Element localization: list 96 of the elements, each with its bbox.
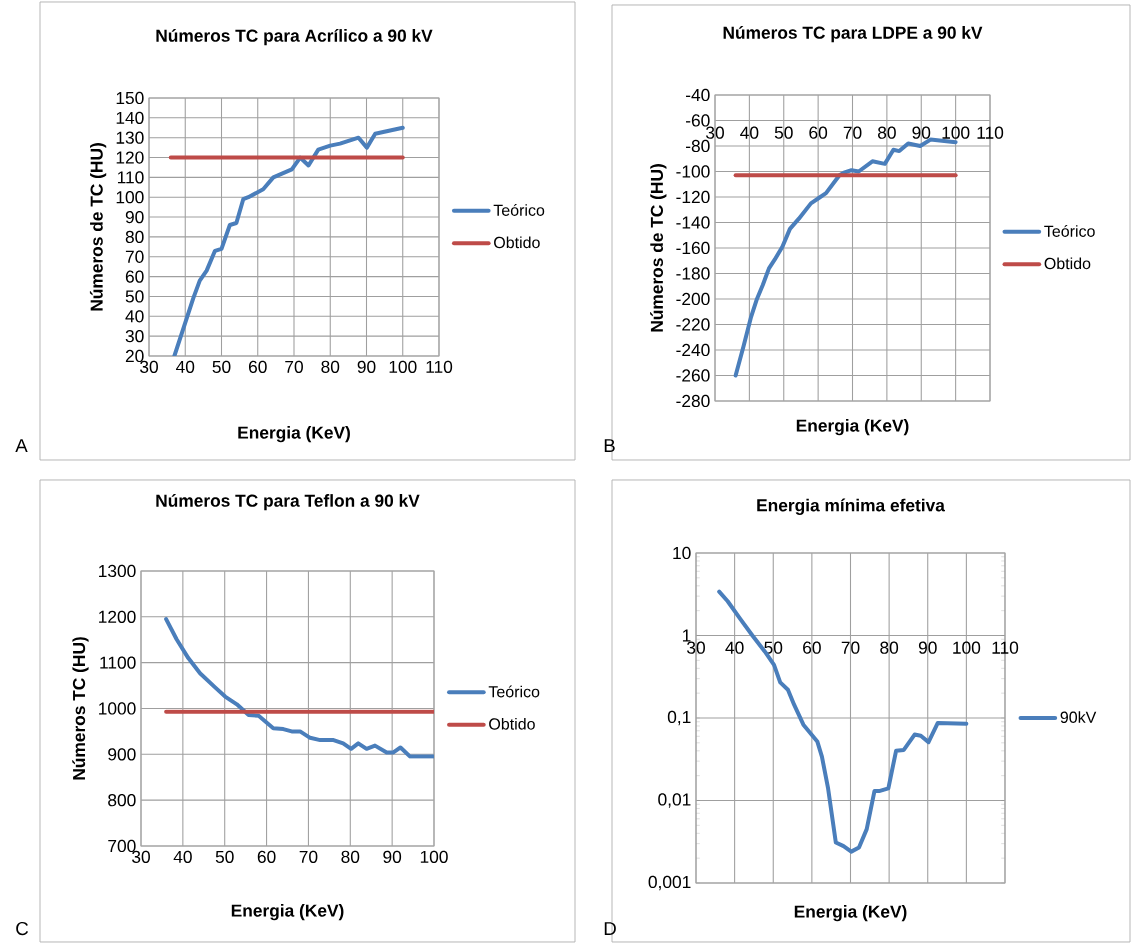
y-tick-label: 30: [125, 330, 144, 343]
y-tick-label: 1100: [100, 656, 136, 669]
x-tick-label: 40: [176, 360, 195, 373]
x-tick-label: 80: [321, 360, 340, 373]
legend-label: Obtido: [1044, 257, 1091, 270]
y-axis-title: Números de TC (HU): [89, 143, 107, 311]
y-tick-label: 0,001: [648, 875, 691, 891]
line-series: [164, 617, 434, 759]
y-tick-label: 0,01: [658, 793, 691, 808]
y-axis-title: Números de TC (HU): [650, 164, 667, 332]
y-tick-label: 50: [125, 290, 144, 303]
y-tick-label: 10: [673, 546, 691, 560]
y-tick-label: 700: [108, 839, 136, 853]
x-tick-label: 90: [383, 850, 402, 863]
x-axis-title: Energia (KeV): [796, 419, 909, 436]
legend-label: Teórico: [493, 203, 545, 216]
y-tick-label: 40: [125, 310, 144, 323]
y-tick-label: -140: [676, 216, 710, 229]
y-tick-label: 70: [125, 250, 144, 263]
y-tick-label: -100: [676, 165, 710, 178]
text: C: [16, 921, 29, 936]
x-tick-label: 40: [173, 850, 192, 863]
x-tick-label: 60: [248, 360, 267, 373]
y-tick-label: 1200: [99, 610, 136, 623]
chart-title: Energia mínima efetiva: [757, 498, 945, 515]
x-tick-label: 30: [706, 126, 724, 139]
text: D: [604, 922, 616, 935]
y-tick-label: 1000: [99, 702, 136, 715]
y-tick-label: 80: [125, 230, 144, 244]
x-tick-label: 100: [389, 360, 417, 373]
chart-title: Números TC para Acrílico a 90 kV: [156, 28, 433, 46]
y-tick-label: -60: [686, 114, 710, 127]
y-tick-label: 60: [125, 270, 144, 283]
x-tick-label: 110: [977, 126, 1004, 139]
text: B: [604, 439, 615, 452]
text: A: [15, 439, 28, 452]
chart-title: Números TC para Teflon a 90 kV: [156, 493, 420, 511]
y-tick-label: 100: [116, 191, 144, 204]
x-axis-title: Energia (KeV): [231, 904, 344, 921]
y-tick-label: 150: [116, 91, 144, 105]
x-tick-label: 100: [420, 850, 448, 863]
x-tick-label: 60: [809, 126, 828, 139]
y-tick-label: -260: [676, 369, 710, 382]
x-tick-label: 70: [299, 850, 318, 863]
y-tick-label: 120: [116, 151, 144, 164]
y-tick-label: 1300: [99, 564, 136, 578]
y-tick-label: 0,1: [667, 710, 691, 726]
x-tick-label: 90: [918, 641, 937, 654]
y-tick-label: 110: [117, 171, 144, 184]
x-tick-label: 80: [880, 641, 899, 654]
x-tick-label: 100: [953, 641, 981, 654]
x-tick-label: 70: [843, 126, 862, 139]
y-tick-label: 140: [116, 111, 144, 124]
y-tick-label: -280: [676, 394, 710, 408]
y-tick-label: 130: [116, 131, 144, 144]
x-axis-title: Energia (KeV): [238, 426, 350, 443]
y-tick-label: -180: [676, 267, 710, 280]
x-tick-label: 50: [215, 850, 234, 863]
y-tick-label: 90: [125, 210, 144, 224]
y-tick-label: -80: [686, 139, 710, 153]
legend-label: Obtido: [489, 717, 535, 730]
legend-label: Teórico: [1044, 224, 1095, 237]
y-tick-label: -220: [676, 318, 710, 331]
y-axis-title: Números TC (HU): [72, 637, 89, 780]
y-tick-label: -200: [676, 292, 710, 306]
y-tick-label: -40: [686, 88, 710, 102]
x-tick-label: 70: [285, 360, 303, 373]
x-axis-title: Energia (KeV): [794, 905, 907, 922]
legend-label: Teórico: [488, 685, 540, 698]
x-tick-label: 80: [341, 850, 360, 863]
y-tick-label: -120: [676, 190, 710, 204]
x-tick-label: 40: [740, 126, 759, 139]
x-tick-label: 50: [774, 126, 793, 139]
legend-label: 90kV: [1060, 711, 1097, 723]
x-tick-label: 50: [212, 360, 231, 373]
x-tick-label: 40: [725, 641, 744, 654]
y-tick-label: 1: [682, 629, 691, 642]
chart-title: Números TC para LDPE a 90 kV: [723, 25, 983, 43]
x-tick-label: 110: [426, 360, 453, 373]
x-tick-label: 100: [942, 126, 970, 139]
x-tick-label: 80: [877, 126, 896, 139]
x-tick-label: 90: [912, 126, 931, 139]
x-tick-label: 30: [140, 360, 158, 373]
y-tick-label: 20: [125, 349, 144, 363]
x-tick-label: 60: [803, 641, 821, 654]
line-series: [733, 137, 958, 378]
x-tick-label: 60: [257, 850, 276, 863]
legend-label: Obtido: [494, 236, 540, 249]
x-tick-label: 90: [357, 360, 376, 373]
y-tick-label: -240: [676, 343, 710, 357]
y-tick-label: -160: [676, 241, 710, 255]
x-tick-label: 110: [992, 641, 1019, 654]
y-tick-label: 800: [108, 794, 136, 807]
line-series: [172, 125, 405, 356]
x-tick-label: 70: [841, 641, 860, 654]
y-tick-label: 900: [108, 748, 136, 761]
